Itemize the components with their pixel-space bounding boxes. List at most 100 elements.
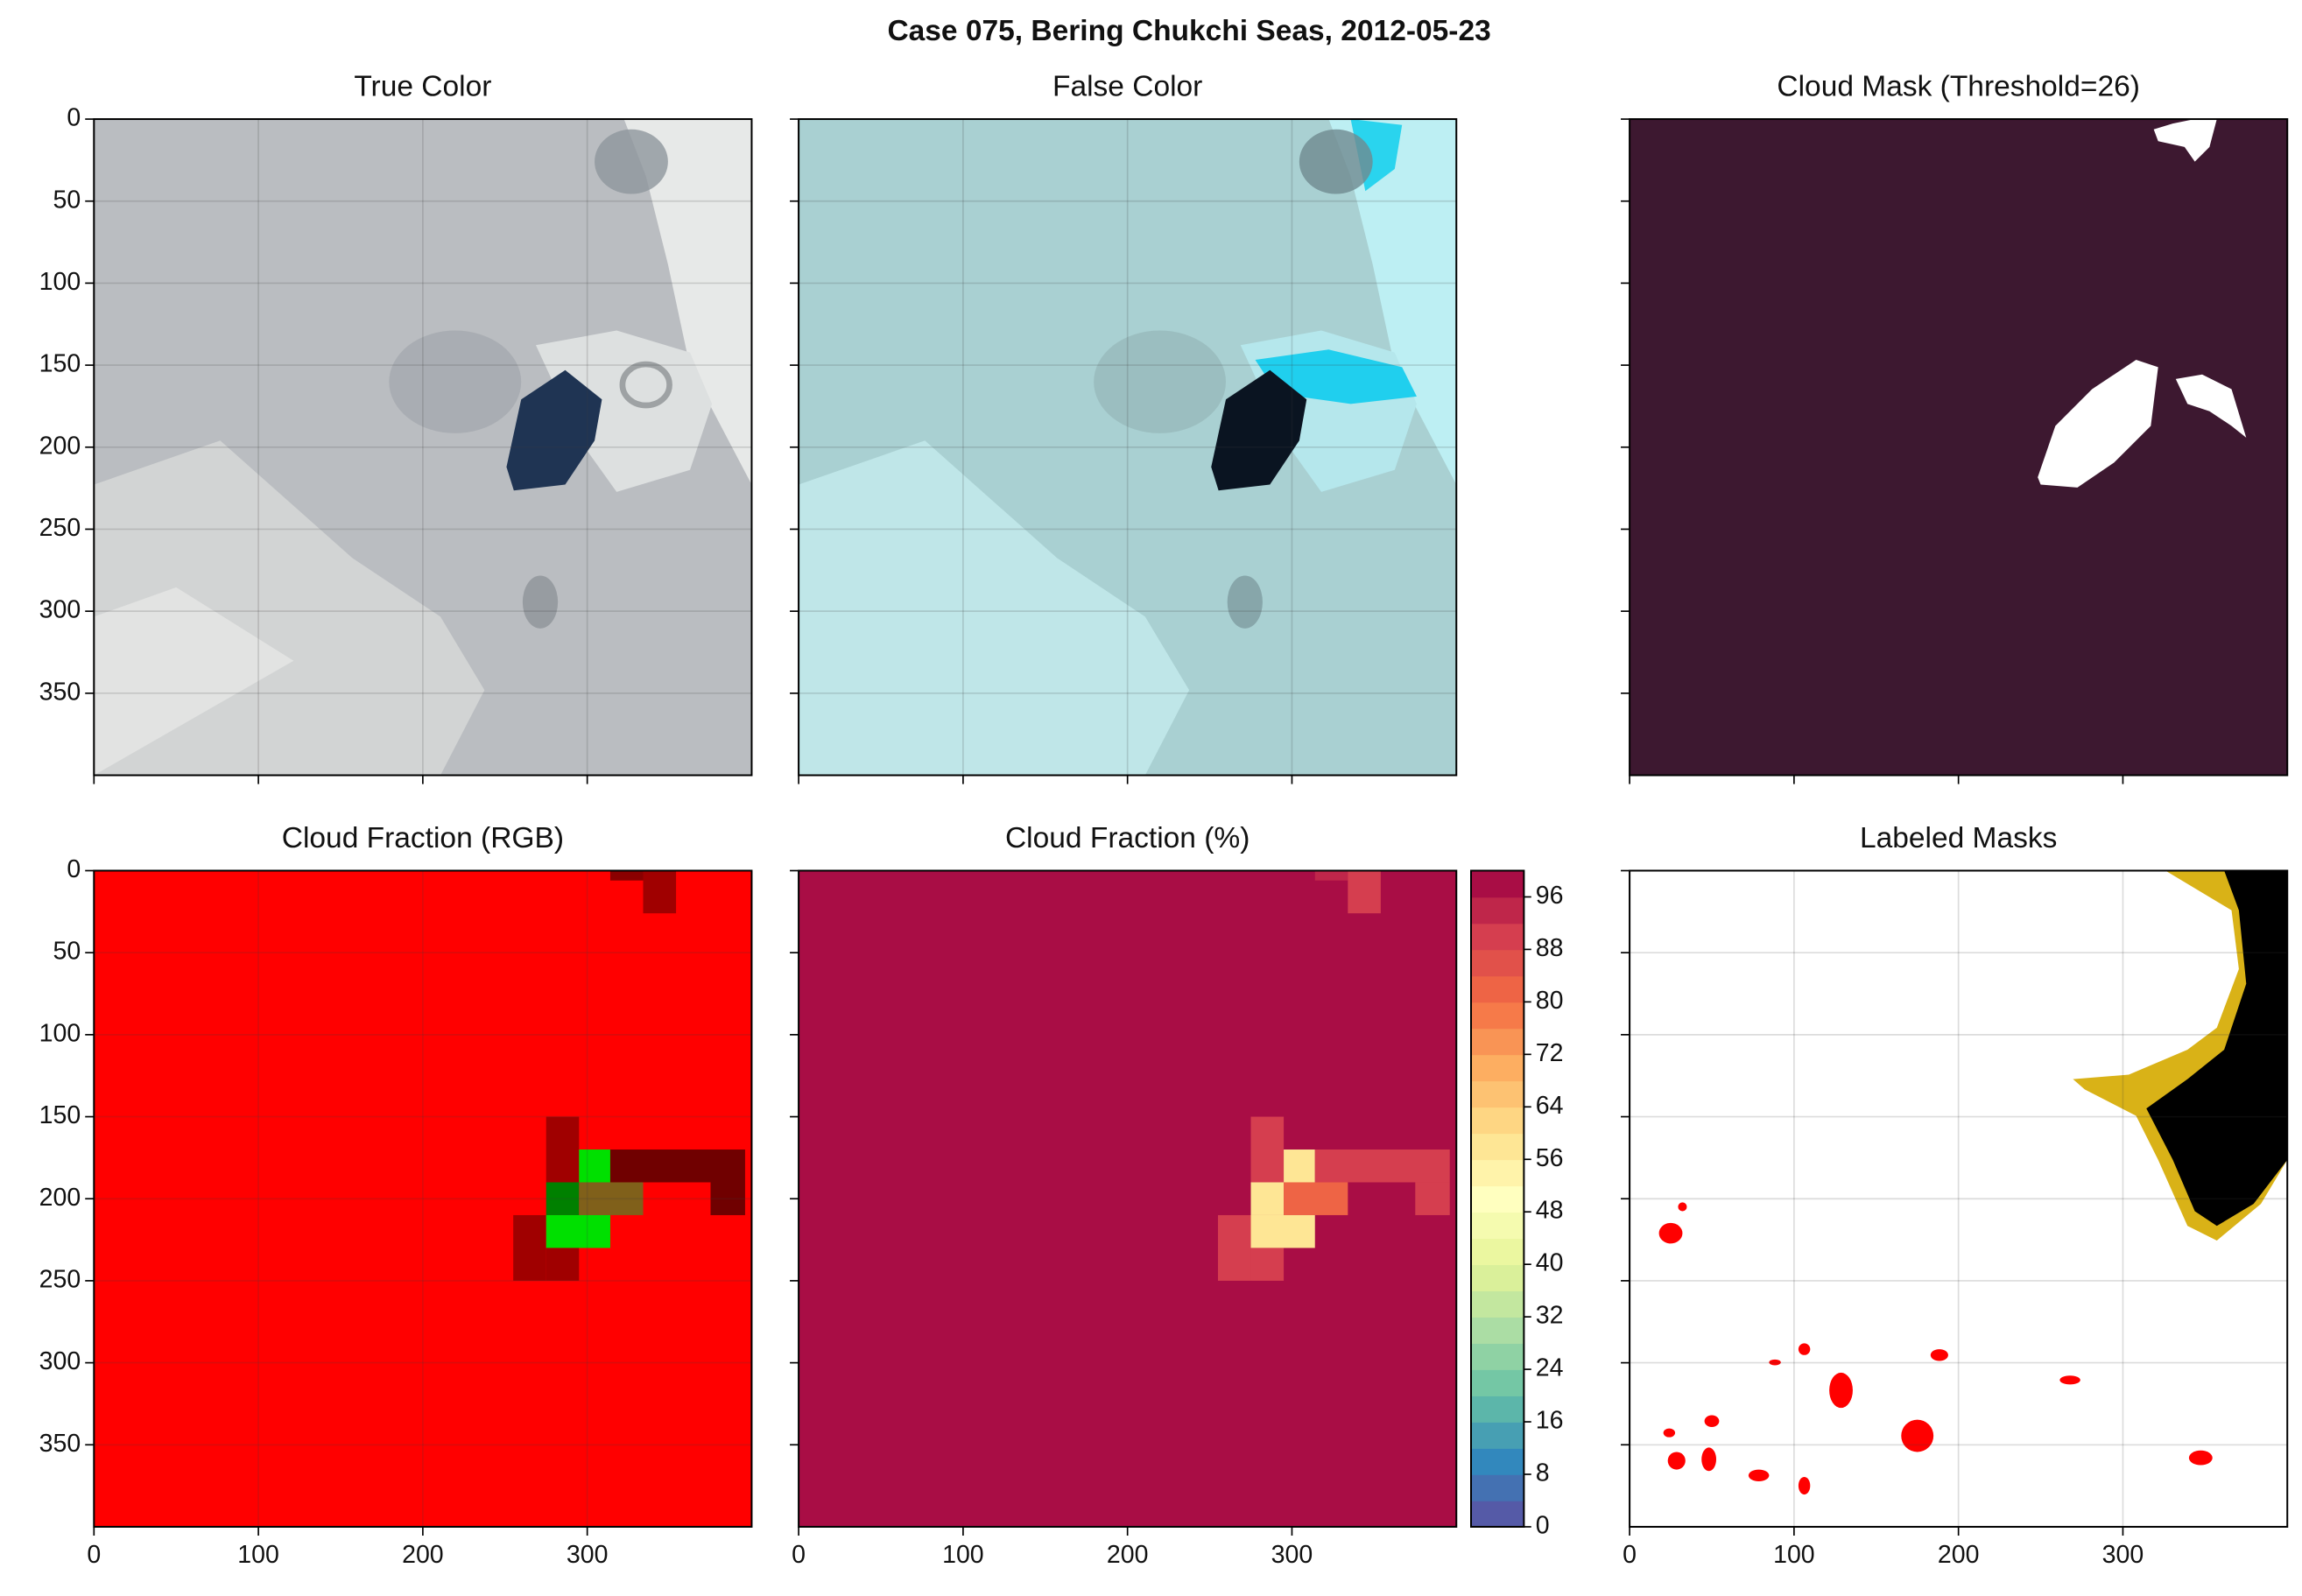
panel-title: Cloud Mask (Threshold=26): [1777, 71, 2139, 103]
y-tick-label: 200: [39, 1184, 81, 1212]
cell: [546, 1248, 580, 1281]
colorbar-bin: [1471, 1238, 1524, 1266]
colorbar-bin: [1471, 1107, 1524, 1135]
cell: [710, 1182, 745, 1215]
false-color-image: [799, 119, 1457, 776]
cell: [643, 870, 677, 914]
x-tick-label: 300: [1271, 1541, 1313, 1569]
panel-title: Labeled Masks: [1860, 822, 2057, 854]
y-tick-label: 300: [39, 596, 81, 624]
y-tick-label: 350: [39, 678, 81, 706]
colorbar-bin: [1471, 1212, 1524, 1240]
colorbar-bin: [1471, 1317, 1524, 1344]
colorbar-tick-label: 88: [1536, 934, 1564, 962]
cell: [1250, 1214, 1315, 1248]
frame: [1629, 118, 2289, 777]
suptitle: Case 075, Bering Chukchi Seas, 2012-05-2…: [887, 15, 1490, 47]
x-tick-label: 100: [1773, 1541, 1815, 1569]
colorbar-bin: [1471, 949, 1524, 977]
x-tick-label: 100: [237, 1541, 279, 1569]
colorbar-bin: [1471, 1474, 1524, 1501]
x-tick-label: 0: [792, 1541, 806, 1569]
x-tick-label: 0: [87, 1541, 101, 1569]
colorbar-bin: [1471, 975, 1524, 1003]
colorbar-bin: [1471, 1290, 1524, 1318]
cell: [1250, 1182, 1285, 1215]
y-tick-label: 250: [39, 1265, 81, 1293]
cell: [1314, 870, 1348, 881]
cell: [609, 1150, 745, 1183]
cell: [609, 870, 644, 881]
colorbar-bin: [1471, 1448, 1524, 1475]
colorbar-bin: [1471, 1133, 1524, 1161]
colorbar-bin: [1471, 1002, 1524, 1030]
cell: [1284, 1150, 1315, 1183]
cell: [579, 1150, 610, 1183]
y-tick-label: 350: [39, 1430, 81, 1458]
colorbar-tick-label: 8: [1536, 1459, 1550, 1487]
cell: [579, 1182, 644, 1215]
colorbar-bin: [1471, 1185, 1524, 1213]
y-tick-label: 100: [39, 268, 81, 296]
colorbar-bin: [1471, 1080, 1524, 1108]
colorbar-tick-label: 16: [1536, 1407, 1564, 1435]
y-tick-label: 100: [39, 1019, 81, 1047]
y-tick-label: 150: [39, 1101, 81, 1129]
colorbar-bin: [1471, 923, 1524, 951]
colorbar-bin: [1471, 896, 1524, 925]
cell: [546, 1116, 580, 1183]
true-color-image: [94, 119, 752, 776]
colorbar-tick-label: 0: [1536, 1511, 1550, 1539]
cell: [1415, 1182, 1450, 1215]
colorbar-tick-label: 80: [1536, 987, 1564, 1015]
cloud-mask-image: [1630, 119, 2288, 776]
cell: [546, 1182, 580, 1215]
y-tick-label: 300: [39, 1347, 81, 1375]
cell: [546, 1214, 610, 1248]
frame: [93, 869, 753, 1528]
colorbar-tick-label: 32: [1536, 1302, 1564, 1330]
x-tick-label: 300: [567, 1541, 609, 1569]
x-tick-label: 200: [1938, 1541, 1980, 1569]
y-tick-label: 250: [39, 514, 81, 542]
y-tick-label: 150: [39, 350, 81, 378]
panel-title: Cloud Fraction (RGB): [282, 822, 564, 854]
colorbar-bin: [1471, 1422, 1524, 1449]
colorbar-bin: [1471, 1028, 1524, 1056]
y-tick-label: 0: [67, 855, 81, 883]
colorbar-tick-label: 24: [1536, 1354, 1564, 1382]
colorbar-bin: [1471, 1343, 1524, 1370]
cell: [1314, 1150, 1450, 1183]
cell: [799, 870, 1457, 1527]
colorbar-bin: [1471, 1159, 1524, 1187]
y-tick-label: 50: [53, 186, 81, 214]
cell: [1284, 1182, 1348, 1215]
colorbar-tick-label: 48: [1536, 1197, 1564, 1225]
colorbar-bin: [1471, 1500, 1524, 1528]
colorbar-tick-label: 40: [1536, 1249, 1564, 1277]
cell: [1217, 1214, 1251, 1281]
frame: [1629, 869, 2289, 1528]
x-tick-label: 300: [2102, 1541, 2144, 1569]
labeled-masks-image: [1630, 870, 2288, 1527]
colorbar-tick-label: 64: [1536, 1092, 1564, 1120]
x-tick-label: 0: [1623, 1541, 1637, 1569]
frame: [798, 869, 1458, 1528]
x-tick-label: 200: [402, 1541, 444, 1569]
cell: [513, 1214, 546, 1281]
colorbar-tick-label: 72: [1536, 1039, 1564, 1067]
panel-title: True Color: [354, 71, 491, 103]
panel-title: Cloud Fraction (%): [1005, 822, 1250, 854]
frame: [798, 118, 1458, 777]
colorbar-bin: [1471, 1054, 1524, 1082]
frame: [93, 118, 753, 777]
colorbar-bin: [1471, 870, 1524, 898]
colorbar-bin: [1471, 1396, 1524, 1423]
cell: [1250, 1116, 1285, 1183]
x-tick-label: 100: [942, 1541, 984, 1569]
colorbar-tick-label: 96: [1536, 882, 1564, 910]
colorbar-tick-label: 56: [1536, 1144, 1564, 1172]
x-tick-label: 200: [1107, 1541, 1149, 1569]
colorbar-frame: [1470, 869, 1525, 1528]
